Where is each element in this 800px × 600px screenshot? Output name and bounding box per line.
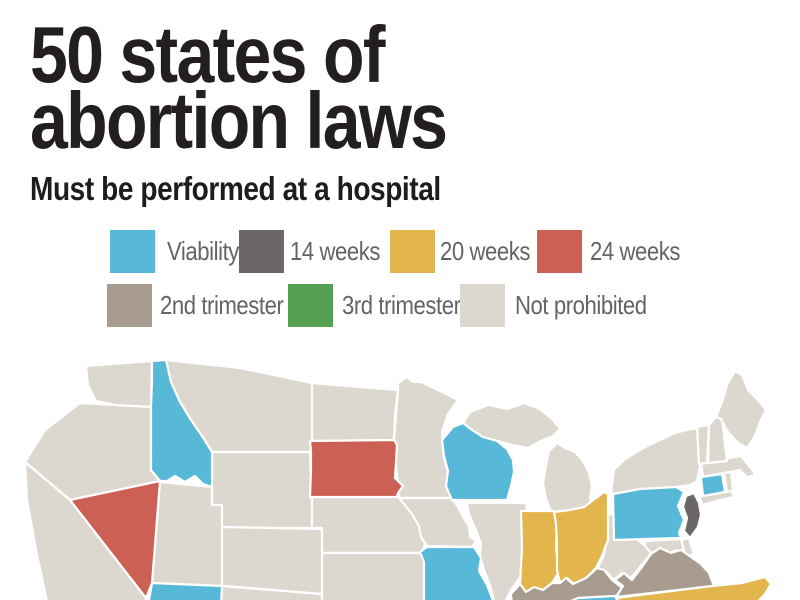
state-wy <box>210 450 314 530</box>
state-pa <box>611 485 686 542</box>
state-nc <box>614 575 773 600</box>
state-co <box>220 525 324 596</box>
legend-label-not-prohibited: Not prohibited <box>515 290 647 320</box>
state-ia <box>397 496 478 549</box>
state-ut <box>150 480 224 588</box>
state-ks <box>320 551 430 600</box>
page-subtitle: Must be performed at a hospital <box>30 170 441 207</box>
state-ct <box>699 472 727 498</box>
legend-swatch-3rd-trimester <box>288 284 333 327</box>
us-map-container <box>0 354 800 600</box>
state-in <box>518 509 561 596</box>
state-nd <box>310 381 400 443</box>
state-wi <box>440 421 516 502</box>
state-mn <box>392 375 460 500</box>
legend-swatch-not-prohibited <box>460 284 505 327</box>
page-title: 50 states of abortion laws <box>30 10 520 165</box>
legend-label-24-weeks: 24 weeks <box>590 236 680 266</box>
legend-swatch-24-weeks <box>537 230 582 273</box>
state-ny <box>609 426 704 496</box>
legend-label-2nd-trimester: 2nd trimester <box>160 290 284 320</box>
state-id <box>149 358 214 489</box>
state-mi <box>541 441 600 516</box>
title-line-1: 50 states of <box>30 10 385 99</box>
legend-swatch-14-weeks <box>239 230 284 273</box>
state-az <box>147 581 224 600</box>
legend-swatch-2nd-trimester <box>107 284 152 327</box>
state-nh <box>706 415 729 465</box>
legend-swatch-20-weeks <box>390 230 435 273</box>
state-me <box>714 369 768 450</box>
state-wa <box>84 359 154 409</box>
state-mo <box>418 545 494 600</box>
us-map <box>23 358 773 600</box>
state-tn <box>570 594 619 600</box>
legend-label-viability: Viability <box>167 236 239 266</box>
legend-label-14-weeks: 14 weeks <box>290 236 380 266</box>
state-sd <box>308 438 405 499</box>
legend-label-20-weeks: 20 weeks <box>440 236 530 266</box>
legend-label-3rd-trimester: 3rd trimester <box>342 290 461 320</box>
legend-swatch-viability <box>110 230 155 273</box>
state-va <box>613 546 716 599</box>
state-nj <box>681 491 703 540</box>
title-line-2: abortion laws <box>30 76 448 165</box>
